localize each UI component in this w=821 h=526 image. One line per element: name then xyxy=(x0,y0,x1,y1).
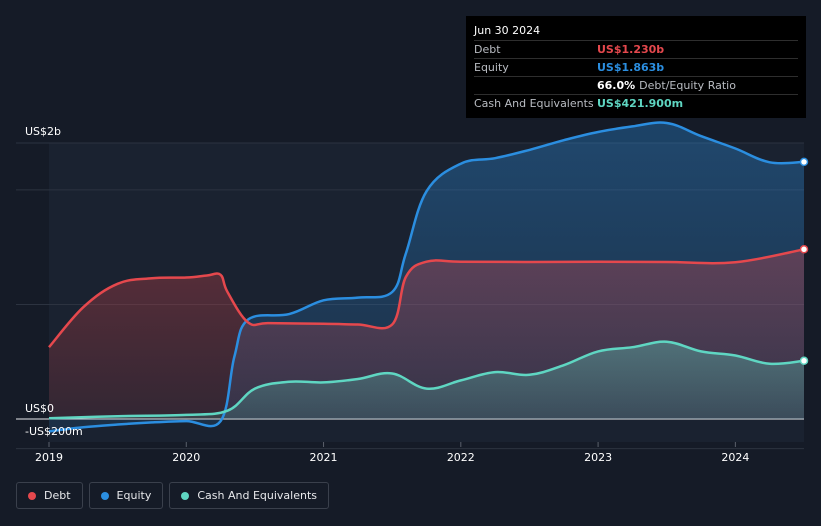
legend-item-cash[interactable]: Cash And Equivalents xyxy=(169,482,329,509)
x-axis-ticks: 2019 2020 2021 2022 2023 2024 xyxy=(35,442,749,464)
tooltip-equity-value: US$1.863b xyxy=(597,61,665,74)
y-axis-zero-label: US$0 xyxy=(25,402,54,415)
tooltip-ratio-spacer xyxy=(474,77,597,94)
legend-label-cash: Cash And Equivalents xyxy=(197,489,317,502)
area-cash-and-equivalents xyxy=(49,341,804,419)
series-end-markers xyxy=(799,157,809,366)
tooltip-date: Jun 30 2024 xyxy=(474,22,798,41)
debt-dot-icon xyxy=(28,491,36,500)
tooltip-ratio-row: 66.0% Debt/Equity Ratio xyxy=(474,77,798,95)
end-marker-debt xyxy=(799,245,809,254)
tooltip-equity-label: Equity xyxy=(474,61,509,74)
x-tick-label-2021: 2021 xyxy=(310,451,338,464)
y-axis-bottom-label: -US$200m xyxy=(25,425,83,438)
legend-item-equity[interactable]: Equity xyxy=(88,482,164,509)
x-tick-label-2022: 2022 xyxy=(447,451,475,464)
legend-item-debt[interactable]: Debt xyxy=(16,482,83,509)
x-tick-label-2019: 2019 xyxy=(35,451,63,464)
cash-dot-icon xyxy=(181,491,190,500)
end-marker-cash-and-equivalents xyxy=(799,356,809,366)
x-tick-label-2020: 2020 xyxy=(172,451,200,464)
tooltip-cash-label: Cash And Equivalents xyxy=(474,97,594,110)
tooltip-cash-row: Cash And Equivalents US$421.900m xyxy=(474,95,798,112)
tooltip-ratio-value: 66.0% xyxy=(597,79,636,92)
x-tick-label-2024: 2024 xyxy=(721,451,749,464)
line-debt xyxy=(48,248,805,349)
end-marker-equity xyxy=(799,157,809,167)
legend-label-debt: Debt xyxy=(44,489,71,502)
tooltip-cash-value: US$421.900m xyxy=(597,97,684,110)
line-equity xyxy=(48,121,805,433)
legend: Debt Equity Cash And Equivalents xyxy=(16,482,329,509)
tooltip-equity-row: Equity US$1.863b xyxy=(474,59,798,77)
series-lines xyxy=(48,121,805,433)
x-tick-label-2023: 2023 xyxy=(584,451,612,464)
series-areas xyxy=(49,122,804,432)
y-axis-top-label: US$2b xyxy=(25,125,61,138)
legend-label-equity: Equity xyxy=(116,489,152,502)
tooltip-panel: Jun 30 2024 Debt US$1.230b Equity US$1.8… xyxy=(466,16,806,118)
tooltip-ratio-suffix: Debt/Equity Ratio xyxy=(639,79,736,92)
line-cash-and-equivalents xyxy=(48,340,805,420)
tooltip-debt-value: US$1.230b xyxy=(597,43,665,56)
tooltip-debt-row: Debt US$1.230b xyxy=(474,41,798,59)
equity-dot-icon xyxy=(100,491,109,500)
tooltip-debt-label: Debt xyxy=(474,43,501,56)
